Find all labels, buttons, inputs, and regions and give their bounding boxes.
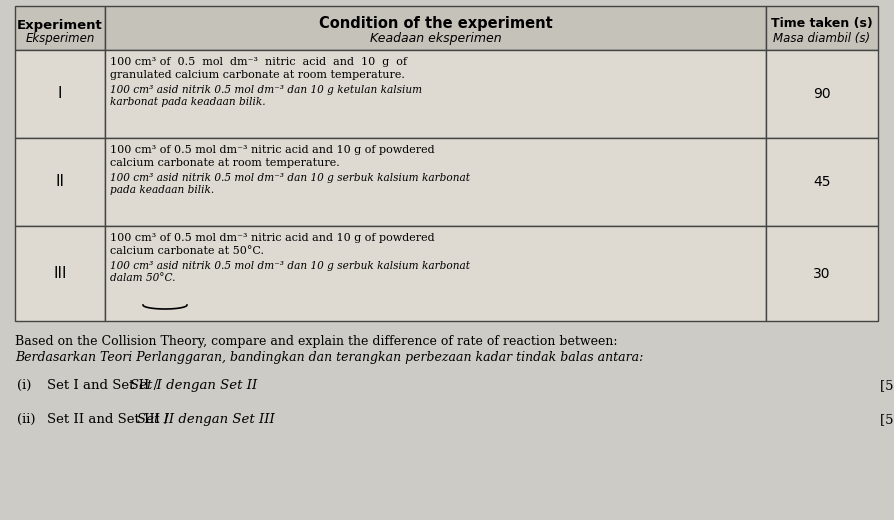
Bar xyxy=(15,50,105,138)
Text: III: III xyxy=(53,266,67,281)
Text: (i): (i) xyxy=(17,379,31,392)
Bar xyxy=(105,226,765,321)
Bar xyxy=(105,50,765,138)
Text: 100 cm³ of  0.5  mol  dm⁻³  nitric  acid  and  10  g  of: 100 cm³ of 0.5 mol dm⁻³ nitric acid and … xyxy=(110,57,407,67)
Bar xyxy=(765,138,877,226)
Text: pada keadaan bilik.: pada keadaan bilik. xyxy=(110,185,214,195)
Bar xyxy=(15,138,105,226)
Text: (ii): (ii) xyxy=(17,413,36,426)
Text: 100 cm³ of 0.5 mol dm⁻³ nitric acid and 10 g of powdered: 100 cm³ of 0.5 mol dm⁻³ nitric acid and … xyxy=(110,145,434,155)
Text: Condition of the experiment: Condition of the experiment xyxy=(318,16,552,31)
Text: Keadaan eksperimen: Keadaan eksperimen xyxy=(369,32,501,45)
Bar xyxy=(15,6,105,50)
Text: Eksperimen: Eksperimen xyxy=(25,32,95,45)
Bar xyxy=(105,6,765,50)
Text: Experiment: Experiment xyxy=(17,19,103,32)
Text: Masa diambil (s): Masa diambil (s) xyxy=(772,32,870,45)
Bar xyxy=(765,226,877,321)
Text: II: II xyxy=(55,175,64,189)
Text: [5 marks / 5 marka: [5 marks / 5 marka xyxy=(879,413,894,426)
Text: Set I dengan Set II: Set I dengan Set II xyxy=(130,379,257,392)
Text: 100 cm³ asid nitrik 0.5 mol dm⁻³ dan 10 g serbuk kalsium karbonat: 100 cm³ asid nitrik 0.5 mol dm⁻³ dan 10 … xyxy=(110,261,469,271)
Text: 90: 90 xyxy=(813,87,830,101)
Bar xyxy=(765,6,877,50)
Text: I: I xyxy=(58,86,63,101)
Text: calcium carbonate at room temperature.: calcium carbonate at room temperature. xyxy=(110,158,340,168)
Text: 45: 45 xyxy=(813,175,830,189)
Text: Set II dengan Set III: Set II dengan Set III xyxy=(137,413,274,426)
Text: Based on the Collision Theory, compare and explain the difference of rate of rea: Based on the Collision Theory, compare a… xyxy=(15,335,617,348)
Bar xyxy=(15,226,105,321)
Text: 100 cm³ of 0.5 mol dm⁻³ nitric acid and 10 g of powdered: 100 cm³ of 0.5 mol dm⁻³ nitric acid and … xyxy=(110,233,434,243)
Text: calcium carbonate at 50°C.: calcium carbonate at 50°C. xyxy=(110,246,264,256)
Text: Berdasarkan Teori Perlanggaran, bandingkan dan terangkan perbezaan kadar tindak : Berdasarkan Teori Perlanggaran, bandingk… xyxy=(15,351,643,364)
Text: 100 cm³ asid nitrik 0.5 mol dm⁻³ dan 10 g serbuk kalsium karbonat: 100 cm³ asid nitrik 0.5 mol dm⁻³ dan 10 … xyxy=(110,173,469,183)
Text: 100 cm³ asid nitrik 0.5 mol dm⁻³ dan 10 g ketulan kalsium: 100 cm³ asid nitrik 0.5 mol dm⁻³ dan 10 … xyxy=(110,85,422,95)
Bar xyxy=(765,50,877,138)
Text: [5 marks / 5 marka: [5 marks / 5 marka xyxy=(879,379,894,392)
Text: granulated calcium carbonate at room temperature.: granulated calcium carbonate at room tem… xyxy=(110,70,404,80)
Text: Time taken (s): Time taken (s) xyxy=(771,17,872,30)
Text: karbonat pada keadaan bilik.: karbonat pada keadaan bilik. xyxy=(110,97,266,107)
Text: Set II and Set III /: Set II and Set III / xyxy=(47,413,173,426)
Text: 30: 30 xyxy=(813,266,830,280)
Bar xyxy=(105,138,765,226)
Text: dalam 50°C.: dalam 50°C. xyxy=(110,273,175,283)
Text: Set I and Set II /: Set I and Set II / xyxy=(47,379,162,392)
